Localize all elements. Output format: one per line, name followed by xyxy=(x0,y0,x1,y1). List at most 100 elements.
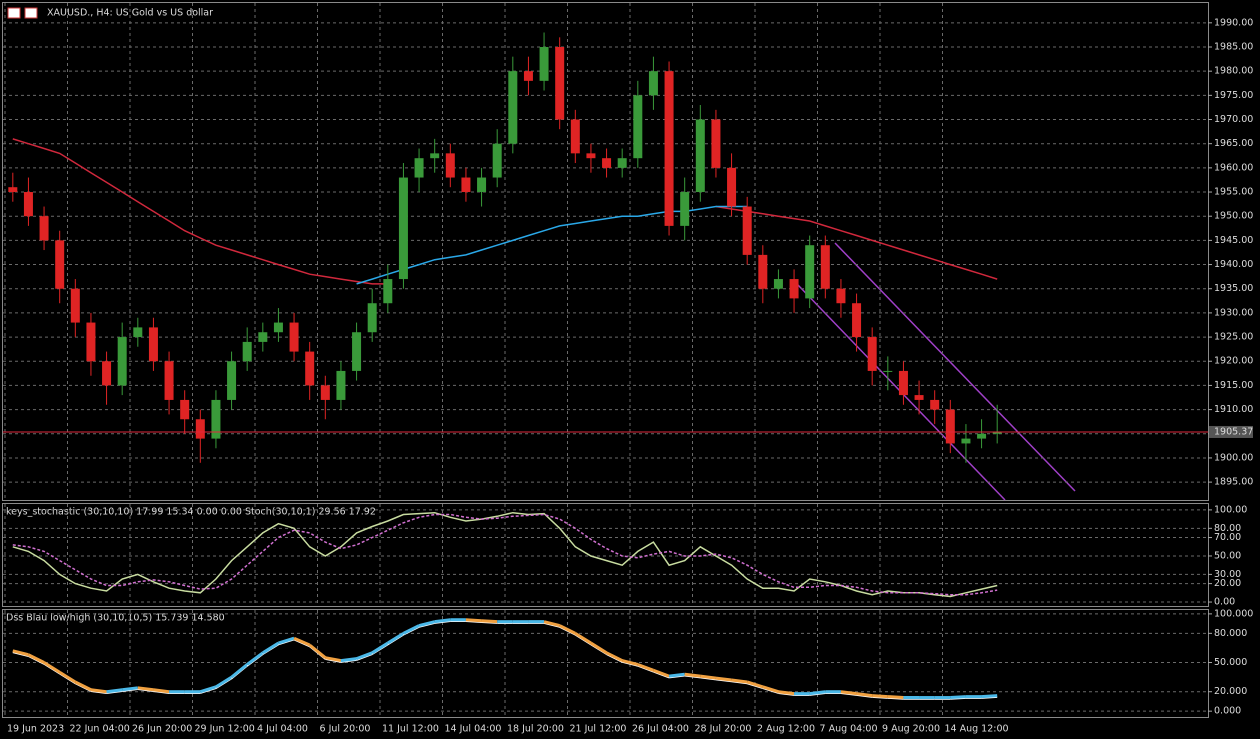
dss-segment xyxy=(981,694,998,699)
dss-segment xyxy=(762,685,779,694)
dss-segment xyxy=(668,672,685,678)
candle-body xyxy=(195,419,205,439)
candle-body xyxy=(23,192,33,217)
candle-body xyxy=(648,71,658,96)
candle-body xyxy=(914,395,924,400)
y-tick-label: 70.00 xyxy=(1214,532,1241,543)
y-tick-label: 1925.00 xyxy=(1214,332,1253,343)
candle-body xyxy=(227,361,237,400)
x-tick-label: 22 Jun 04:00 xyxy=(70,724,130,735)
dss-segment xyxy=(700,674,717,680)
dss-segment xyxy=(58,670,77,684)
candle-body xyxy=(8,187,18,193)
x-tick-label: 26 Jun 20:00 xyxy=(132,724,192,735)
candle-body xyxy=(586,153,596,159)
dss-segment xyxy=(90,688,107,694)
x-tick-label: 2 Aug 12:00 xyxy=(757,724,815,735)
candle-body xyxy=(39,216,49,241)
candle-body xyxy=(414,158,424,178)
candle-body xyxy=(461,177,471,193)
candle-body xyxy=(883,370,893,372)
dss-segment xyxy=(122,686,138,692)
stochastic-title: keys_stochastic (30,10,10) 17.99 15.34 0… xyxy=(6,507,376,518)
dss-segment xyxy=(574,632,592,645)
dss-segment xyxy=(605,651,623,662)
dss-segment xyxy=(872,694,888,699)
candle-body xyxy=(430,153,440,159)
dss-segment xyxy=(199,685,217,694)
x-tick-label: 4 Jul 04:00 xyxy=(257,724,308,735)
dss-panel-frame xyxy=(2,609,1209,718)
candle-body xyxy=(695,119,705,193)
dss-segment xyxy=(308,643,327,659)
candle-body xyxy=(148,327,158,362)
candle-body xyxy=(945,409,955,444)
stochastic-panel-frame xyxy=(2,503,1209,607)
dss-segment xyxy=(402,624,420,635)
dss-title: Dss Blau low/high (30,10,10,5) 15.739 14… xyxy=(6,613,225,624)
candle-body xyxy=(773,279,783,289)
dss-segment xyxy=(715,676,732,682)
candle-body xyxy=(742,206,752,255)
price-panel-frame xyxy=(2,2,1209,501)
candle-body xyxy=(898,370,908,396)
candle-body xyxy=(352,332,362,371)
dss-segment xyxy=(387,632,405,645)
candle-body xyxy=(711,119,721,168)
dss-segment xyxy=(230,663,249,679)
candle-body xyxy=(992,431,1002,434)
candle-body xyxy=(117,337,127,386)
dss-segment xyxy=(434,618,451,624)
x-tick-label: 11 Jul 12:00 xyxy=(382,724,439,735)
y-tick-label: 1945.00 xyxy=(1214,235,1253,246)
dss-segment xyxy=(621,659,639,666)
dss-segment xyxy=(12,649,29,657)
chart-title: XAUUSD., H4: US Gold vs US dollar xyxy=(47,8,213,19)
dss-segment xyxy=(559,624,576,635)
dss-segment xyxy=(371,641,389,655)
candle-body xyxy=(617,158,627,168)
candle-body xyxy=(180,399,190,420)
candle-body xyxy=(633,95,643,159)
candle-body xyxy=(70,288,80,323)
dss-segment xyxy=(950,695,967,700)
candle-body xyxy=(820,245,830,289)
dss-segment xyxy=(778,690,795,696)
candle-body xyxy=(758,254,768,289)
dss-segment xyxy=(418,620,436,628)
y-tick-label: 80.00 xyxy=(1214,523,1241,534)
candle-body xyxy=(836,288,846,304)
dss-segment xyxy=(481,619,498,624)
y-tick-label: 1935.00 xyxy=(1214,283,1253,294)
dss-segment xyxy=(277,636,295,645)
dss-segment xyxy=(637,663,654,672)
y-tick-label: 1980.00 xyxy=(1214,66,1253,77)
y-tick-label: 1965.00 xyxy=(1214,138,1253,149)
y-tick-label: 100.000 xyxy=(1214,608,1253,619)
candle-body xyxy=(805,245,815,299)
y-tick-label: 1920.00 xyxy=(1214,356,1253,367)
candle-body xyxy=(398,177,408,280)
dss-segment xyxy=(684,672,701,678)
dss-segment xyxy=(246,651,264,666)
y-tick-label: 1985.00 xyxy=(1214,41,1253,52)
y-tick-label: 1955.00 xyxy=(1214,187,1253,198)
x-tick-label: 18 Jul 20:00 xyxy=(507,724,564,735)
candle-body xyxy=(102,361,112,386)
y-tick-label: 1975.00 xyxy=(1214,90,1253,101)
dss-segment xyxy=(465,618,482,623)
candle-body xyxy=(211,399,221,439)
y-tick-label: 1970.00 xyxy=(1214,114,1253,125)
dss-segment xyxy=(325,656,342,663)
dss-segment xyxy=(293,636,311,647)
dss-segment xyxy=(74,680,92,692)
candle-body xyxy=(539,46,549,81)
candle-body xyxy=(961,438,971,444)
y-tick-label: 100.00 xyxy=(1214,504,1247,515)
y-tick-label: 1990.00 xyxy=(1214,17,1253,28)
dss-segment xyxy=(543,620,561,628)
candle-body xyxy=(164,361,174,400)
dss-segment xyxy=(27,653,45,664)
candle-body xyxy=(555,46,565,120)
line xyxy=(12,138,998,285)
